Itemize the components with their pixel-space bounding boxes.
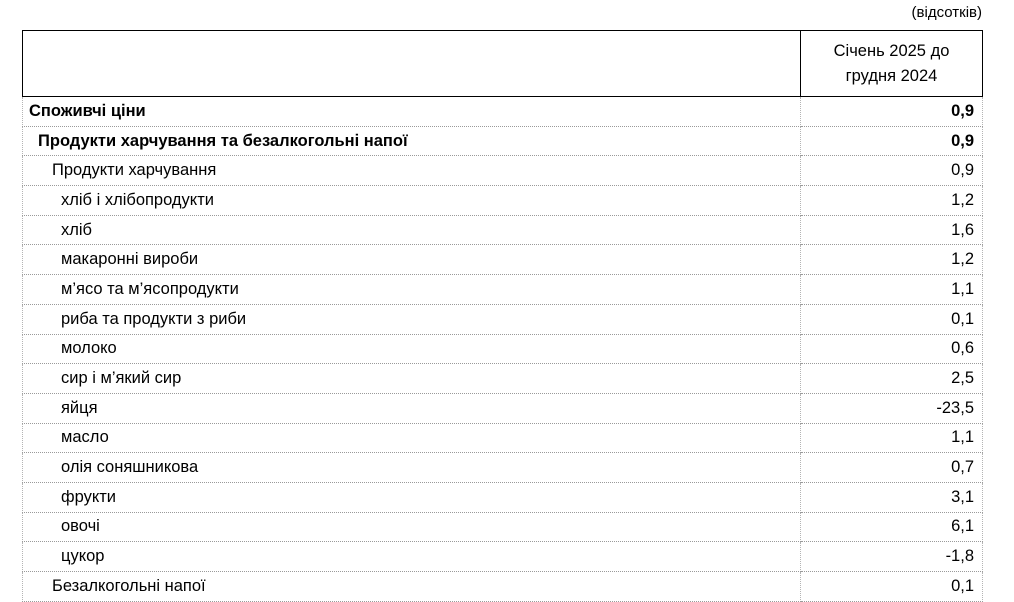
table-body: Споживчі ціни 0,9 Продукти харчування та б… xyxy=(22,96,983,602)
row-value: 0,9 xyxy=(800,96,983,127)
row-value: 1,2 xyxy=(800,244,983,276)
units-caption: (відсотків) xyxy=(911,4,982,21)
table-header: Січень 2025 до грудня 2024 xyxy=(22,30,983,97)
table-row: сир і м’який сир 2,5 xyxy=(22,363,983,394)
table-row: фрукти 3,1 xyxy=(22,482,983,513)
table-row: цукор -1,8 xyxy=(22,541,983,572)
row-label: яйця xyxy=(22,393,801,424)
row-value: 1,2 xyxy=(800,185,983,216)
table-row: молоко 0,6 xyxy=(22,334,983,365)
row-value: 0,1 xyxy=(800,304,983,335)
table-row: Продукти харчування та безалкогольні нап… xyxy=(22,126,983,157)
row-value: 0,9 xyxy=(800,155,983,187)
row-label: Безалкогольні напої xyxy=(22,571,801,602)
row-value: 3,1 xyxy=(800,482,983,513)
row-label: молоко xyxy=(22,334,801,365)
row-label: овочі xyxy=(22,512,801,543)
table-row: овочі 6,1 xyxy=(22,512,983,543)
row-label: макаронні вироби xyxy=(22,244,801,276)
row-label: хліб xyxy=(22,215,801,246)
table-row: масло 1,1 xyxy=(22,423,983,454)
row-value: 1,6 xyxy=(800,215,983,246)
table-row: хліб і хлібопродукти 1,2 xyxy=(22,185,983,216)
table-row: Продукти харчування 0,9 xyxy=(22,155,983,187)
header-cell-period: Січень 2025 до грудня 2024 xyxy=(800,30,983,97)
table-row: риба та продукти з риби 0,1 xyxy=(22,304,983,335)
row-value: 0,6 xyxy=(800,334,983,365)
row-value: 1,1 xyxy=(800,274,983,305)
table-row: олія соняшникова 0,7 xyxy=(22,452,983,483)
row-label: масло xyxy=(22,423,801,454)
row-value: -1,8 xyxy=(800,541,983,572)
row-value: 0,7 xyxy=(800,452,983,483)
table-row: яйця -23,5 xyxy=(22,393,983,424)
row-label: м’ясо та м’ясопродукти xyxy=(22,274,801,305)
table-row: Безалкогольні напої 0,1 xyxy=(22,571,983,602)
row-label: цукор xyxy=(22,541,801,572)
row-value: 6,1 xyxy=(800,512,983,543)
row-label: Продукти харчування та безалкогольні нап… xyxy=(22,126,801,157)
table-row: Споживчі ціни 0,9 xyxy=(22,96,983,127)
spreadsheet-page: (відсотків) Січень 2025 до грудня 2024 С… xyxy=(22,4,983,602)
row-label: сир і м’який сир xyxy=(22,363,801,394)
row-value: 1,1 xyxy=(800,423,983,454)
consumer-price-index-table: Січень 2025 до грудня 2024 Споживчі ціни… xyxy=(22,30,983,602)
row-label: хліб і хлібопродукти xyxy=(22,185,801,216)
table-row: м’ясо та м’ясопродукти 1,1 xyxy=(22,274,983,305)
row-value: 0,1 xyxy=(800,571,983,602)
header-cell-label xyxy=(22,30,801,97)
row-value: 2,5 xyxy=(800,363,983,394)
row-label: Продукти харчування xyxy=(22,155,801,187)
row-label: фрукти xyxy=(22,482,801,513)
row-label: риба та продукти з риби xyxy=(22,304,801,335)
table-header-row: Січень 2025 до грудня 2024 xyxy=(22,30,983,97)
row-value: -23,5 xyxy=(800,393,983,424)
row-label: Споживчі ціни xyxy=(22,96,801,127)
row-value: 0,9 xyxy=(800,126,983,157)
row-label: олія соняшникова xyxy=(22,452,801,483)
table-row: макаронні вироби 1,2 xyxy=(22,244,983,276)
table-row: хліб 1,6 xyxy=(22,215,983,246)
